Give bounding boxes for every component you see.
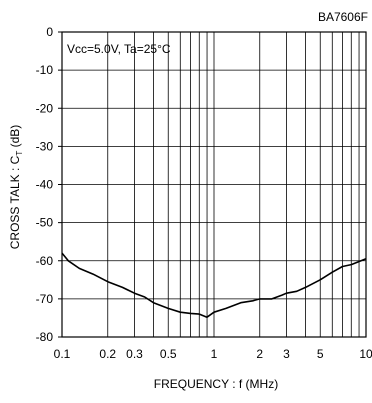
y-tick-label: -70 xyxy=(36,292,54,306)
y-tick-label: -80 xyxy=(36,330,54,344)
y-tick-label: -50 xyxy=(36,216,54,230)
y-axis-label-unit: (dB) xyxy=(8,125,22,151)
y-axis-label-subscript: T xyxy=(15,151,24,156)
y-tick-label: 0 xyxy=(46,25,53,39)
series-layer xyxy=(61,252,367,318)
crosstalk-curve xyxy=(61,252,367,318)
condition-label: Vcc=5.0V, Ta=25°C xyxy=(67,42,171,56)
tick-labels-layer: 0 -10 -20 -30 -40 -50 -60 -70 -800.1 0.2 0.3 0.5 1 2 3… xyxy=(36,25,372,361)
x-tick-label: 1 xyxy=(211,347,218,361)
y-tick-label: -60 xyxy=(36,254,54,268)
y-tick-label: -10 xyxy=(36,63,54,77)
x-tick-label: 5 xyxy=(317,347,324,361)
x-tick-label: 0.2 xyxy=(99,347,116,361)
x-tick-label: 2 xyxy=(256,347,263,361)
part-number: BA7606F xyxy=(318,10,368,24)
x-tick-label: 3 xyxy=(283,347,290,361)
x-tick-label: 0.3 xyxy=(126,347,143,361)
x-axis-label: FREQUENCY : f (MHz) xyxy=(154,377,278,391)
y-tick-label: -30 xyxy=(36,139,54,153)
x-tick-label: 10 xyxy=(359,347,372,361)
x-tick-label: 0.1 xyxy=(54,347,71,361)
labels-layer: BA7606F Vcc=5.0V, Ta=25°C FREQUENCY : f … xyxy=(8,10,368,391)
grid-layer xyxy=(62,32,366,337)
frame-layer xyxy=(58,31,367,338)
y-axis-label: CROSS TALK : CT (dB) xyxy=(8,125,24,250)
y-tick-label: -20 xyxy=(36,101,54,115)
y-axis-label-main: CROSS TALK : C xyxy=(8,155,22,249)
y-tick-label: -40 xyxy=(36,178,54,192)
x-tick-label: 0.5 xyxy=(160,347,177,361)
